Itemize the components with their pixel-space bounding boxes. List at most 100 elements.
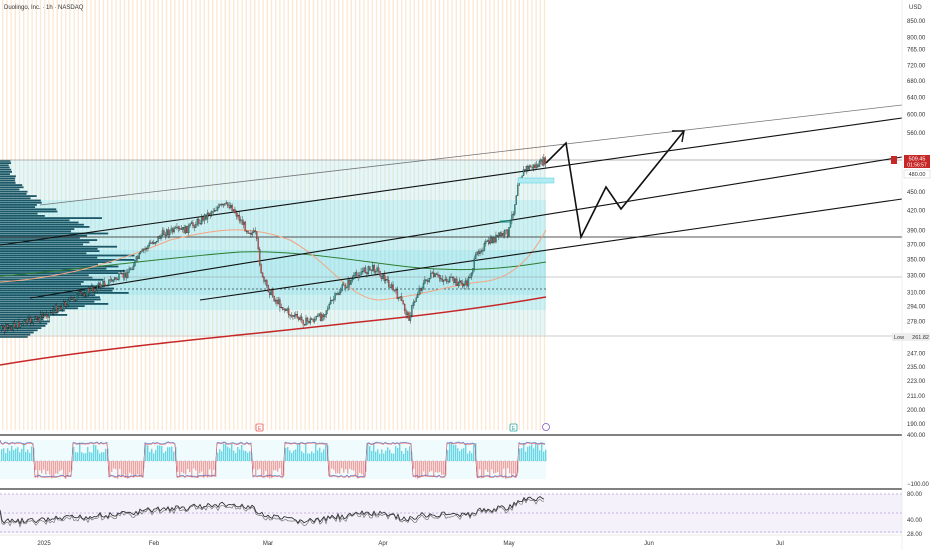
oscillator-bar xyxy=(261,461,263,477)
time-axis: 2025 Feb Mar Apr May Jun Jul xyxy=(37,541,784,547)
candle-body xyxy=(395,289,397,291)
candle-body xyxy=(53,309,55,314)
price-axis-panel[interactable] xyxy=(902,0,932,550)
candle-body xyxy=(385,278,387,281)
candle-body xyxy=(16,321,19,329)
oscillator-bar xyxy=(355,461,357,476)
oscillator-bar xyxy=(117,461,119,479)
session-stripe xyxy=(287,0,289,430)
bar-countdown: 01:56:57 xyxy=(907,163,927,169)
oscillator-bar xyxy=(333,461,335,470)
candle-body xyxy=(31,322,33,324)
candle-body xyxy=(316,315,319,317)
oscillator-bar xyxy=(457,448,459,461)
candle-body xyxy=(103,281,106,286)
session-stripe xyxy=(384,0,386,430)
low-label: Low xyxy=(894,335,904,341)
candle-body xyxy=(403,304,406,311)
earnings-marker-feb[interactable]: E xyxy=(255,423,264,432)
candle-body xyxy=(15,326,17,329)
volume-profile-bar xyxy=(0,285,100,288)
candle-body xyxy=(55,305,58,313)
oscillator-bar xyxy=(393,453,395,461)
oscillator-bar xyxy=(451,443,453,461)
candle-body xyxy=(3,326,6,331)
session-stripe xyxy=(69,0,71,430)
oscillator-bar xyxy=(373,443,375,461)
volume-profile-bar xyxy=(0,261,112,263)
candle-body xyxy=(127,272,129,279)
candle-body xyxy=(57,308,59,313)
candle-body xyxy=(42,315,45,318)
oscillator-bar xyxy=(335,461,337,474)
oscillator-bar xyxy=(213,461,215,470)
price-label: 247.00 xyxy=(907,351,926,357)
oscillator-bar xyxy=(437,461,439,473)
candle-body xyxy=(258,248,261,265)
volume-profile-bar xyxy=(0,287,115,290)
volume-profile-bar xyxy=(0,232,109,235)
oscillator-bar xyxy=(345,461,347,470)
oscillator-bar xyxy=(277,461,279,472)
session-stripe xyxy=(174,0,176,430)
oscillator-pane xyxy=(0,439,547,479)
candle-body xyxy=(463,284,465,287)
oscillator-bar xyxy=(11,445,13,461)
session-stripe xyxy=(296,0,298,430)
candle-body xyxy=(467,277,470,287)
candle-body xyxy=(12,323,14,330)
session-stripe xyxy=(354,0,357,430)
oscillator-line xyxy=(0,439,546,478)
volume-profile-bar xyxy=(0,186,24,189)
candle-body xyxy=(261,272,264,278)
candle-body xyxy=(161,230,164,236)
oscillator-bar xyxy=(65,461,67,479)
candle-body xyxy=(535,164,538,168)
candle-body xyxy=(154,241,156,244)
current-price-value: 509.45 xyxy=(909,157,926,163)
candle-body xyxy=(340,290,342,293)
session-stripe xyxy=(329,0,331,430)
candle-body xyxy=(274,300,277,302)
candle-body xyxy=(425,279,428,281)
session-stripe xyxy=(459,0,462,430)
time-label: May xyxy=(503,541,514,547)
oscillator-bar xyxy=(239,449,241,461)
oscillator-bar xyxy=(257,461,259,470)
oscillator-bar xyxy=(67,461,69,477)
session-stripe xyxy=(270,0,273,430)
volume-profile-bar xyxy=(0,274,89,277)
candle-body xyxy=(521,175,523,179)
price-axis-labels: 850.00 800.00 765.00 720.00 680.00 640.00 600.… xyxy=(907,19,926,428)
volume-profile-bar xyxy=(0,215,45,217)
candle-body xyxy=(83,293,85,297)
price-label: 190.00 xyxy=(907,422,926,428)
candle-body xyxy=(113,277,116,280)
oscillator-bar xyxy=(29,452,31,461)
candle-body xyxy=(482,250,484,252)
candle-body xyxy=(212,211,214,213)
oscillator-bar xyxy=(369,446,371,461)
candle-body xyxy=(92,286,94,292)
session-stripe xyxy=(283,0,285,430)
dividend-marker[interactable] xyxy=(542,423,550,431)
oscillator-bar xyxy=(439,461,441,473)
volume-profile-bar xyxy=(0,199,41,202)
candle-body xyxy=(77,292,80,295)
candle-body xyxy=(441,278,444,282)
oscillator-bar xyxy=(131,461,133,475)
candle-body xyxy=(51,312,53,314)
earnings-marker-may[interactable]: E xyxy=(509,423,518,432)
candle-body xyxy=(277,299,280,304)
candle-body xyxy=(293,315,296,317)
price-label: 680.00 xyxy=(907,79,926,85)
candle-body xyxy=(240,219,242,221)
candle-body xyxy=(318,313,320,317)
candle-body xyxy=(428,278,430,282)
oscillator-bar xyxy=(415,461,417,478)
oscillator-bar xyxy=(243,450,245,461)
candle-body xyxy=(457,282,459,286)
oscillator-bar xyxy=(125,461,127,478)
oscillator-bar xyxy=(301,451,303,461)
